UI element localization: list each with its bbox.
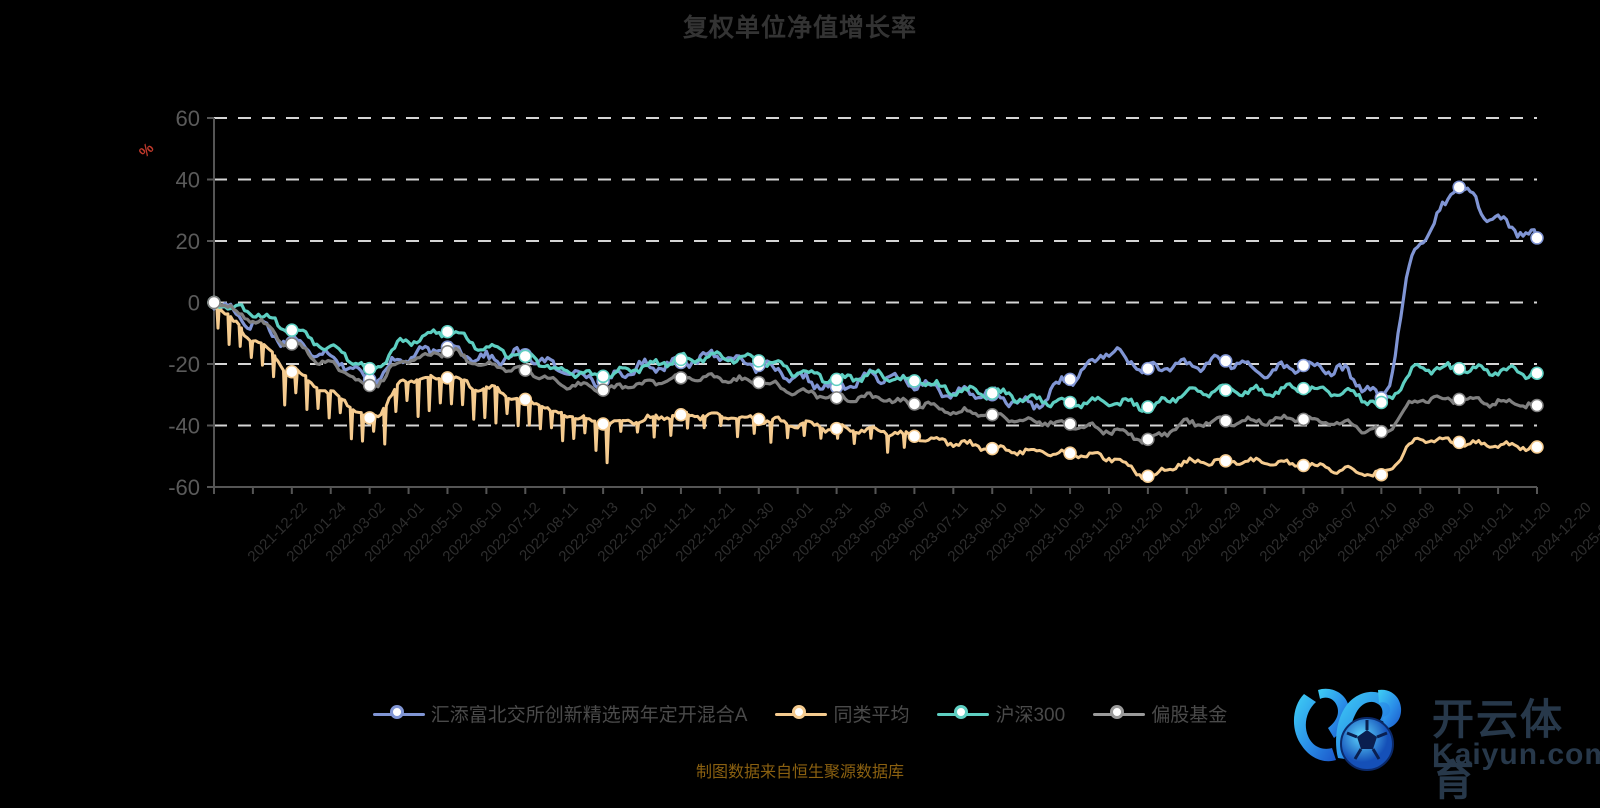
data-point-marker	[285, 364, 299, 379]
data-point-marker	[1141, 432, 1155, 447]
data-point-marker	[752, 354, 766, 368]
data-point-marker	[1063, 417, 1077, 431]
data-point-marker	[518, 363, 533, 377]
x-axis-ticks	[213, 487, 1538, 494]
y-tick-label: -40	[168, 414, 200, 439]
data-point-marker	[285, 337, 299, 351]
data-point-marker	[1296, 358, 1311, 373]
watermark-kaiyun: 开云体育 Kaiyun.com	[1282, 672, 1600, 804]
legend-marker-icon	[937, 703, 990, 725]
data-point-marker	[518, 392, 533, 407]
data-point-markers	[207, 180, 1544, 483]
data-point-marker	[674, 371, 688, 385]
page-title: 复权单位净值增长率	[682, 14, 917, 42]
data-point-marker	[518, 349, 533, 364]
series-line	[212, 186, 1539, 411]
data-point-marker	[1296, 381, 1311, 396]
data-point-marker	[752, 412, 766, 427]
data-point-marker	[1452, 361, 1466, 376]
y-tick-label: 40	[176, 168, 200, 193]
legend-marker-icon	[775, 703, 828, 725]
data-point-marker	[1296, 412, 1311, 427]
legend-dot	[389, 704, 404, 719]
data-point-marker	[1374, 467, 1389, 482]
data-point-marker	[1141, 361, 1155, 376]
legend-dot	[1110, 704, 1125, 719]
y-tick-label: -60	[168, 475, 200, 500]
y-tick-label: 20	[176, 229, 200, 254]
legend-label: 汇添富北交所创新精选两年定开混合A	[430, 705, 748, 726]
data-point-marker	[1530, 366, 1544, 380]
legend-item-2[interactable]: 同类平均	[775, 700, 909, 727]
data-point-marker	[829, 421, 844, 436]
y-axis-tick-labels: 60 40 20 0 -20 -40 -60	[168, 106, 214, 500]
data-point-marker	[1452, 392, 1466, 407]
kaiyun-logo-icon	[1293, 688, 1402, 771]
data-point-marker	[596, 369, 610, 384]
data-point-marker	[1218, 454, 1233, 468]
legend-marker-icon	[372, 703, 425, 725]
data-point-marker	[1530, 440, 1544, 454]
data-point-marker	[1141, 400, 1155, 414]
data-point-marker	[674, 352, 688, 367]
data-point-marker	[440, 324, 455, 339]
source-note: 制图数据来自恒生聚源数据库	[695, 764, 904, 781]
data-point-marker	[752, 375, 766, 390]
data-point-marker	[1296, 458, 1311, 473]
series-line	[212, 300, 1539, 413]
data-point-marker	[1218, 383, 1233, 397]
legend-item-1[interactable]: 汇添富北交所创新精选两年定开混合A	[372, 700, 748, 727]
data-point-marker	[907, 374, 922, 388]
series-line	[212, 301, 1539, 482]
gridlines	[214, 117, 1537, 488]
watermark-text-cn: 开云体育	[1432, 696, 1565, 804]
legend-label: 沪深300	[995, 705, 1066, 726]
data-point-marker	[1218, 354, 1233, 368]
data-point-marker	[596, 383, 610, 397]
data-point-marker	[1141, 469, 1155, 483]
data-point-marker	[1530, 398, 1544, 413]
data-point-marker	[907, 397, 922, 411]
y-tick-label: 0	[188, 291, 200, 316]
legend-item-3[interactable]: 沪深300	[937, 700, 1065, 727]
data-point-marker	[1374, 424, 1389, 439]
data-point-marker	[1374, 395, 1389, 410]
data-point-marker	[829, 391, 844, 405]
data-point-marker	[985, 407, 999, 422]
legend-dot	[792, 704, 807, 719]
data-point-marker	[985, 386, 999, 400]
series-line	[212, 302, 1539, 445]
data-point-marker	[362, 378, 377, 393]
data-point-marker	[1452, 180, 1466, 194]
data-point-marker	[1063, 372, 1077, 387]
data-point-marker	[674, 407, 688, 422]
data-point-marker	[1530, 231, 1544, 245]
y-tick-label: -20	[168, 352, 200, 377]
data-point-marker	[596, 417, 610, 431]
data-point-marker	[362, 361, 377, 376]
y-tick-label: 60	[176, 106, 200, 131]
data-series-layer	[212, 186, 1539, 482]
legend-label: 偏股基金	[1151, 705, 1228, 726]
data-point-marker	[440, 371, 455, 385]
data-point-marker	[440, 344, 455, 359]
data-point-marker	[985, 441, 999, 456]
data-point-marker	[1218, 414, 1233, 428]
data-point-marker	[1063, 446, 1077, 460]
data-point-marker	[1063, 395, 1077, 410]
data-point-marker	[1452, 435, 1466, 450]
data-point-marker	[829, 372, 844, 387]
legend-item-4[interactable]: 偏股基金	[1093, 700, 1227, 727]
data-point-marker	[285, 323, 299, 337]
data-point-marker	[362, 411, 377, 425]
watermark-text-en: Kaiyun.com	[1432, 738, 1600, 771]
chart-legend: 汇添富北交所创新精选两年定开混合A 同类平均 沪深300 偏股基金	[0, 700, 1600, 727]
legend-label: 同类平均	[833, 705, 910, 726]
data-point-marker	[207, 295, 221, 310]
legend-marker-icon	[1093, 703, 1146, 725]
legend-dot	[954, 704, 969, 719]
data-point-marker	[907, 429, 922, 444]
